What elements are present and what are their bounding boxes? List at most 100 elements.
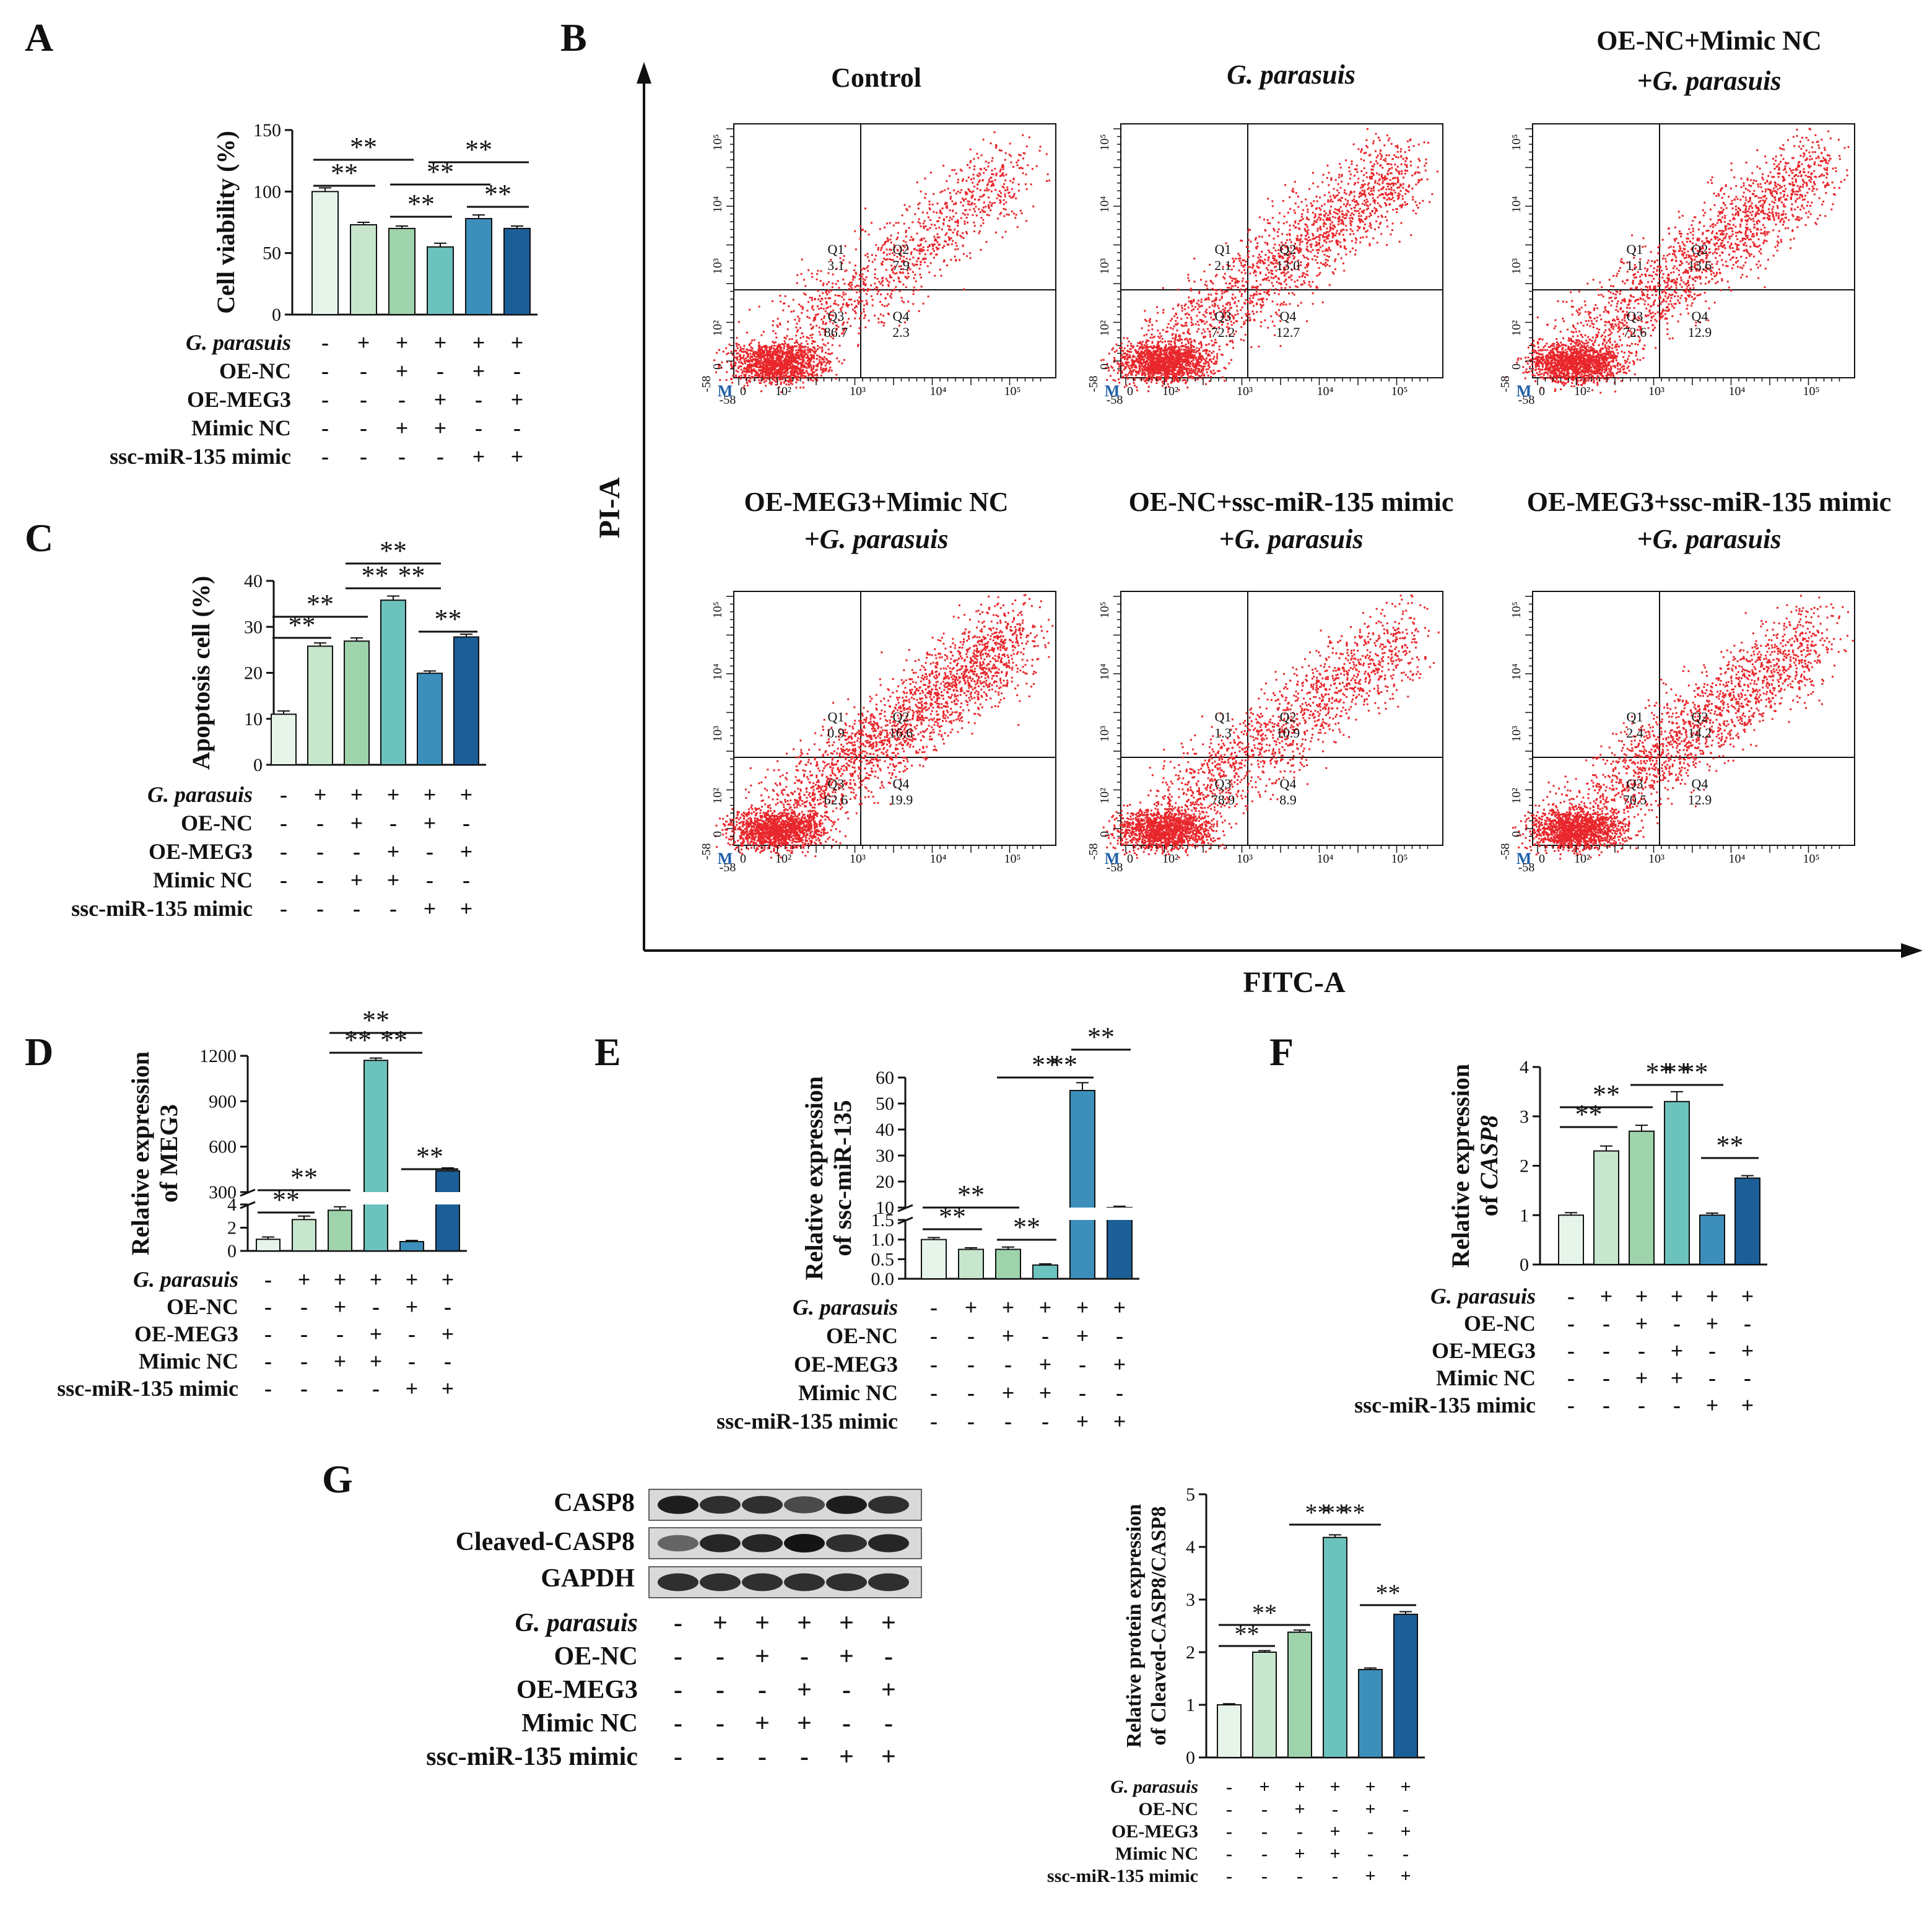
blot-band — [658, 1573, 698, 1592]
plot-frame — [733, 123, 1056, 378]
plot-title: OE-MEG3+ssc-miR-135 mimic — [1527, 487, 1891, 517]
quadrant-percent: 1.3 — [1214, 725, 1232, 741]
blot-band — [700, 1496, 741, 1514]
quadrant-name: Q4 — [1692, 776, 1708, 791]
condition-sign: + — [1365, 1777, 1375, 1797]
condition-sign: - — [336, 1322, 344, 1346]
bar — [1629, 1130, 1655, 1266]
y-axis-title: Relative expression — [800, 1076, 828, 1280]
quadrant-name: Q2 — [893, 709, 910, 725]
condition-sign: + — [1741, 1338, 1754, 1363]
condition-sign: - — [398, 444, 406, 469]
flow-cytometry-panel: PI-AFITC-AControlQ13.1Q27.9Q386.7Q42.3-5… — [593, 25, 1923, 999]
quadrant-percent: 3.1 — [827, 258, 845, 273]
y-tick-label: 10² — [711, 320, 724, 336]
y-tick-label: 10⁵ — [1098, 602, 1112, 619]
condition-label: G. parasuis — [147, 782, 253, 807]
condition-sign: + — [334, 1294, 347, 1319]
condition-sign: - — [842, 1676, 851, 1704]
y-tick-label: -58 — [700, 376, 713, 393]
condition-label: ssc-miR-135 mimic — [57, 1376, 238, 1401]
x-tick-label: 10⁵ — [1391, 385, 1408, 398]
event-dots — [1505, 128, 1850, 394]
condition-sign: + — [424, 896, 437, 921]
condition-sign: - — [758, 1743, 767, 1771]
condition-label: Mimic NC — [139, 1349, 238, 1374]
condition-sign: + — [1329, 1844, 1340, 1864]
quadrant-percent: 86.7 — [824, 324, 848, 340]
y-tick-label: -58 — [1087, 843, 1100, 860]
quadrant-percent: 2.4 — [1626, 725, 1643, 741]
event-dots — [1102, 594, 1440, 859]
condition-sign: - — [1744, 1365, 1751, 1390]
condition-sign: - — [300, 1349, 308, 1374]
quadrant-percent: 0.9 — [827, 725, 845, 741]
condition-sign: + — [1002, 1380, 1015, 1405]
quadrant-percent: 16.6 — [889, 725, 913, 741]
condition-sign: - — [408, 1322, 416, 1346]
significance-label: ** — [362, 1005, 389, 1035]
bar-break-gap — [1105, 1208, 1134, 1220]
significance-label: ** — [380, 536, 407, 566]
quadrant-name: Q2 — [1280, 709, 1297, 725]
condition-sign: + — [1671, 1338, 1684, 1363]
blot-band — [868, 1496, 909, 1514]
significance-label: ** — [1305, 1499, 1330, 1526]
y-tick-label: 10 — [244, 709, 263, 729]
condition-sign: + — [387, 839, 400, 864]
condition-sign: + — [442, 1267, 455, 1292]
condition-sign: + — [442, 1322, 455, 1346]
condition-sign: - — [716, 1709, 724, 1738]
condition-sign: + — [406, 1267, 419, 1292]
x-tick-label: 10² — [1574, 852, 1590, 866]
condition-sign: + — [1365, 1799, 1375, 1819]
condition-sign: - — [1567, 1284, 1575, 1309]
scatter-plot: OE-MEG3+ssc-miR-135 mimic +G. parasuis Q12… — [1499, 487, 1891, 874]
condition-sign: - — [1673, 1311, 1681, 1336]
condition-sign: - — [1603, 1365, 1610, 1390]
bar — [344, 640, 370, 765]
quadrant-percent: 10.9 — [1276, 725, 1300, 741]
condition-sign: + — [1741, 1284, 1754, 1309]
x-tick-label: -58 — [720, 393, 736, 407]
y-tick-label: 10³ — [711, 258, 724, 274]
condition-sign: + — [881, 1676, 896, 1704]
condition-sign: - — [372, 1376, 380, 1401]
condition-sign: - — [316, 839, 324, 864]
y-axis-title: of Cleaved-CASP8/CASP8 — [1147, 1506, 1170, 1745]
condition-sign: - — [321, 387, 329, 412]
condition-sign: - — [1116, 1380, 1123, 1405]
condition-sign: - — [716, 1642, 724, 1671]
condition-sign: - — [463, 868, 470, 892]
condition-sign: - — [1673, 1393, 1681, 1417]
condition-label: OE-MEG3 — [1112, 1821, 1198, 1842]
quadrant-name: Q1 — [1627, 242, 1643, 257]
x-tick-label: 10⁴ — [930, 385, 947, 398]
plot-frame — [1532, 591, 1855, 846]
significance-label: ** — [289, 610, 316, 640]
significance-label: ** — [1032, 1050, 1059, 1080]
condition-sign: + — [1706, 1311, 1719, 1336]
condition-sign: + — [370, 1322, 383, 1346]
y-tick-label: 0 — [253, 755, 263, 775]
condition-sign: - — [674, 1709, 682, 1738]
quadrant-percent: 72.2 — [1211, 324, 1235, 340]
condition-sign: - — [426, 868, 433, 892]
blot-label: Cleaved-CASP8 — [456, 1528, 635, 1556]
significance-label: ** — [398, 560, 425, 591]
x-tick-label: 0 — [1127, 385, 1133, 398]
blot-band — [742, 1496, 783, 1514]
quadrant-percent: 70.5 — [1623, 792, 1647, 808]
bar — [1287, 1631, 1312, 1758]
condition-sign: - — [1226, 1777, 1232, 1797]
condition-sign: - — [1403, 1844, 1409, 1864]
y-axis-title: Relative expression — [126, 1052, 154, 1255]
condition-sign: - — [316, 896, 324, 921]
gate-marker: M — [718, 850, 733, 868]
significance-label: ** — [1087, 1022, 1115, 1052]
condition-sign: - — [1403, 1799, 1409, 1819]
bar — [1323, 1536, 1347, 1758]
condition-sign: - — [967, 1409, 975, 1434]
y-tick-label: 10⁵ — [711, 134, 724, 151]
bar-break-gap — [1068, 1208, 1097, 1220]
